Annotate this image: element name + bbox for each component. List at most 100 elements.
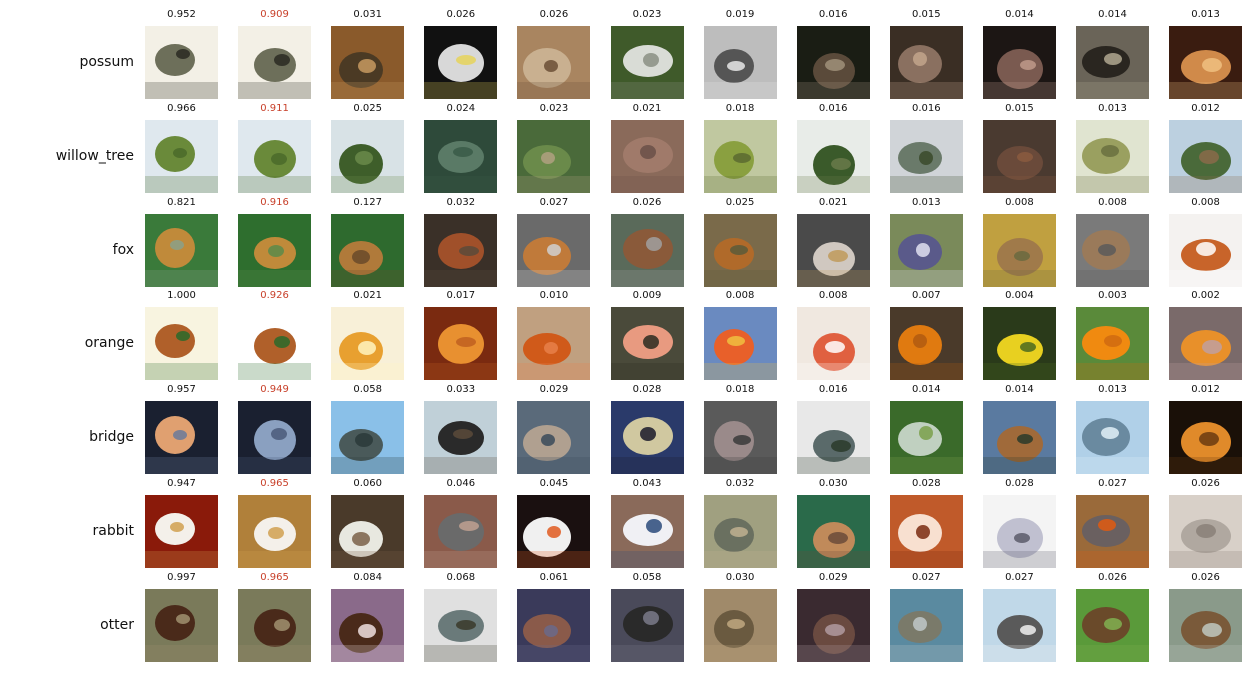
thumbnail-image (889, 213, 963, 287)
thumbnail-image (238, 26, 312, 99)
thumbnail-image (238, 119, 312, 193)
thumbnail-image (610, 401, 684, 475)
thumbnail-image (238, 213, 312, 287)
thumbnail-image (889, 307, 963, 381)
thumbnail-image (796, 307, 870, 381)
row-label: possum (79, 54, 134, 70)
thumbnail-image (982, 307, 1056, 381)
thumbnail-image (1076, 213, 1149, 287)
similarity-score: 0.016 (818, 384, 848, 396)
thumbnail-image (145, 495, 218, 568)
thumbnail-image (331, 588, 405, 662)
similarity-score: 0.027 (1005, 571, 1034, 583)
similarity-score: 0.002 (1191, 290, 1220, 302)
thumbnail-image (424, 119, 498, 193)
similarity-score: 0.004 (1005, 290, 1034, 302)
similarity-score: 0.029 (539, 384, 569, 396)
similarity-score: 0.029 (818, 571, 848, 583)
thumbnail-image (517, 26, 591, 99)
similarity-score: 0.026 (1098, 571, 1127, 583)
similarity-score: 0.012 (1191, 102, 1220, 114)
similarity-score: 0.010 (539, 290, 569, 302)
similarity-score: 0.025 (725, 196, 755, 208)
similarity-score: 0.013 (1098, 384, 1127, 396)
similarity-score: 0.028 (911, 478, 941, 489)
similarity-score: 0.947 (167, 478, 196, 489)
thumbnail-image (1076, 495, 1149, 568)
thumbnail-image (424, 495, 498, 568)
thumbnail-image (982, 495, 1056, 568)
thumbnail-image (796, 119, 870, 193)
thumbnail-image (517, 213, 591, 287)
similarity-score: 0.026 (632, 196, 662, 208)
similarity-score: 0.008 (1098, 196, 1127, 208)
thumbnail-image (982, 213, 1056, 287)
thumbnail-image (982, 588, 1056, 662)
similarity-score: 0.030 (725, 571, 755, 583)
thumbnail-image (145, 26, 218, 99)
thumbnail-image (703, 119, 777, 193)
similarity-score: 0.821 (167, 196, 196, 208)
similarity-score: 0.023 (539, 102, 569, 114)
similarity-score: 0.025 (353, 102, 382, 114)
thumbnail-image (1076, 119, 1149, 193)
thumbnail-image (889, 401, 963, 475)
similarity-score: 0.015 (1005, 102, 1034, 114)
similarity-score: 0.018 (725, 384, 755, 396)
similarity-score: 0.016 (818, 9, 848, 20)
row-label: bridge (89, 429, 134, 446)
similarity-score: 0.957 (167, 384, 196, 396)
thumbnail-image (1169, 401, 1243, 475)
similarity-score: 0.027 (911, 571, 941, 583)
row-label: willow_tree (55, 147, 134, 164)
thumbnail-image (703, 401, 777, 475)
similarity-score: 1.000 (167, 290, 196, 302)
thumbnail-image (796, 26, 870, 99)
thumbnail-image (424, 213, 498, 287)
similarity-score: 0.068 (446, 571, 476, 583)
similarity-score: 0.027 (539, 196, 569, 208)
thumbnail-image (331, 401, 405, 475)
thumbnail-image (1076, 401, 1149, 475)
similarity-score: 0.023 (632, 9, 662, 20)
thumbnail-image (145, 119, 218, 193)
similarity-score: 0.014 (1098, 9, 1127, 20)
thumbnail-image (424, 401, 498, 475)
similarity-score: 0.026 (446, 9, 476, 20)
thumbnail-image (424, 588, 498, 662)
similarity-score: 0.028 (632, 384, 662, 396)
similarity-score: 0.952 (167, 9, 196, 20)
similarity-score: 0.916 (260, 196, 289, 208)
thumbnail-image (703, 495, 777, 568)
row-label: rabbit (92, 523, 135, 539)
thumbnail-image (1076, 26, 1149, 99)
thumbnail-image (145, 213, 218, 287)
thumbnail-image (610, 119, 684, 193)
row-label: orange (84, 335, 134, 352)
similarity-score: 0.084 (353, 571, 382, 583)
similarity-score: 0.017 (446, 290, 476, 302)
thumbnail-image (1076, 307, 1149, 381)
thumbnail-image (982, 119, 1056, 193)
similarity-score: 0.997 (167, 571, 196, 583)
similarity-score: 0.013 (911, 196, 941, 208)
similarity-score: 0.949 (260, 384, 289, 396)
similarity-score: 0.019 (725, 9, 755, 20)
thumbnail-image (331, 119, 405, 193)
thumbnail-image (1169, 119, 1243, 193)
thumbnail-image (610, 213, 684, 287)
similarity-score: 0.032 (725, 478, 755, 489)
similarity-score: 0.008 (818, 290, 848, 302)
similarity-score: 0.008 (725, 290, 755, 302)
thumbnail-image (424, 26, 498, 99)
thumbnail-image (517, 588, 591, 662)
similarity-score: 0.911 (260, 102, 289, 114)
thumbnail-image (424, 307, 498, 381)
thumbnail-image (889, 588, 963, 662)
row-label: fox (112, 241, 134, 258)
thumbnail-image (331, 213, 405, 287)
similarity-score: 0.016 (818, 102, 848, 114)
thumbnail-image (238, 401, 312, 475)
similarity-score: 0.965 (260, 478, 289, 489)
